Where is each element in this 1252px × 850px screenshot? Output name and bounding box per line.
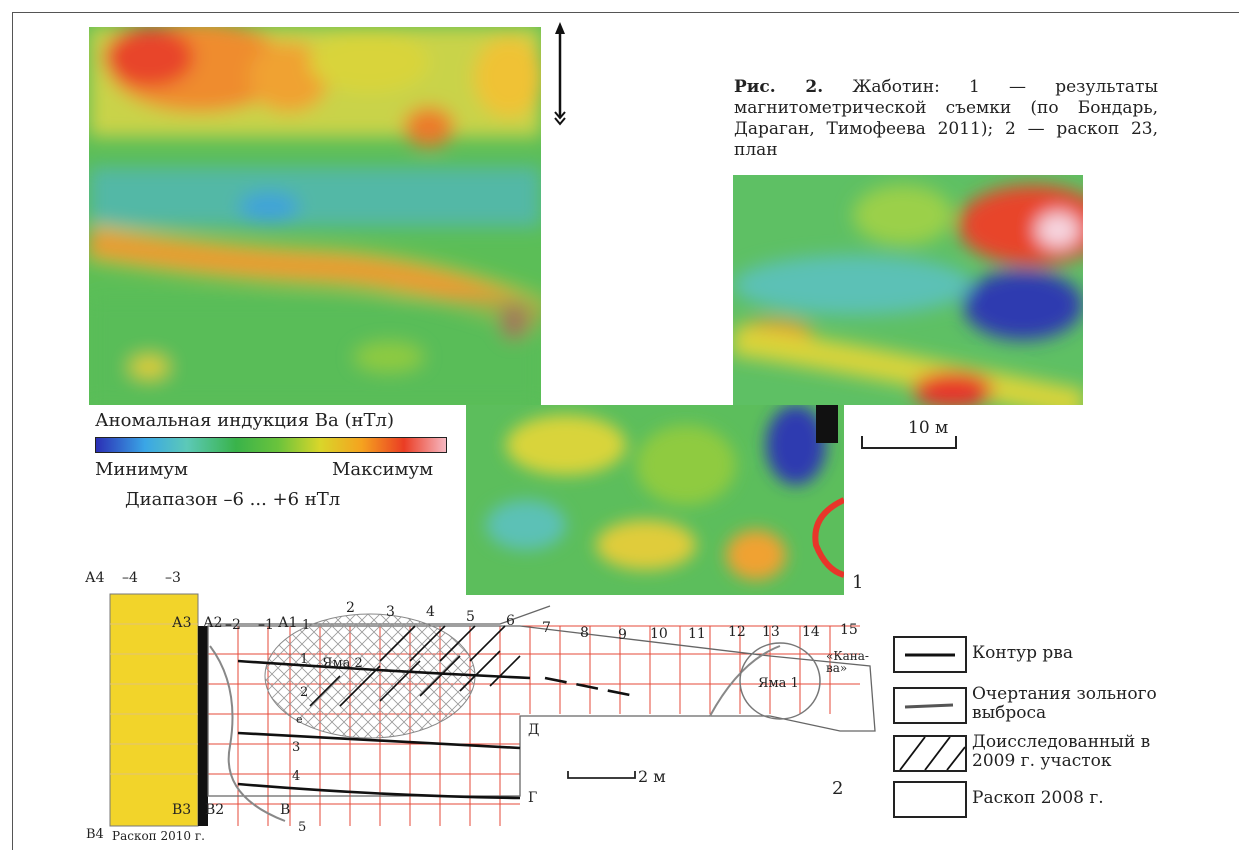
excavation-plan [109, 593, 876, 827]
plan-label-excavation-2010: Раскоп 2010 г. [112, 829, 205, 843]
black-wall [198, 626, 208, 826]
plan-left-col-1: –4 [122, 570, 138, 586]
plan-row-4: 4 [292, 769, 301, 784]
plan-col-4: 4 [426, 604, 435, 620]
plan-scale-label: 2 м [638, 767, 666, 786]
magnetometry-map-bottom [466, 405, 844, 595]
plan-label-g: Г [528, 790, 538, 806]
plan-label-e: е [296, 713, 303, 726]
key-label-ash: Очертания зольного выброса [972, 684, 1157, 723]
figure-caption: Рис. 2. Жаботин: 1 — результаты магнитом… [734, 77, 1158, 161]
plan-col-15: 15 [840, 622, 858, 638]
plan-west-col-2: –1 [258, 617, 274, 633]
key-box-2009 [893, 735, 967, 772]
plan-col-13: 13 [762, 624, 780, 640]
legend-min-label: Минимум [95, 459, 189, 480]
key-box-ditch [893, 636, 967, 673]
plan-label-a3: А3 [172, 615, 192, 631]
plan-row-1: 1 [300, 652, 309, 667]
plan-label-pit1: Яма 1 [758, 676, 799, 691]
plan-col-5: 5 [466, 609, 475, 625]
plan-row-2: 2 [300, 685, 309, 700]
plan-row-3: 3 [292, 740, 301, 755]
key-label-2008: Раскоп 2008 г. [972, 788, 1104, 808]
plan-label-pit2: Яма 2 [322, 656, 363, 671]
caption-text: Жаботин: 1 — результаты магнитометрическ… [734, 77, 1158, 160]
magnetometry-map-right [733, 175, 1083, 405]
key-label-ditch: Контур рва [972, 643, 1074, 663]
plan-col-11: 11 [688, 626, 706, 642]
excavation-2010-area [109, 593, 199, 827]
legend-color-bar [95, 437, 447, 453]
legend-range-label: Диапазон –6 ... +6 нТл [125, 489, 341, 510]
plan-col-9: 9 [618, 627, 627, 643]
key-box-2008 [893, 781, 967, 818]
plan-row-5: 5 [298, 820, 307, 835]
pit1-outline [739, 642, 821, 720]
legend-max-label: Максимум [332, 459, 434, 480]
scale-label-map: 10 м [908, 418, 949, 438]
plan-col-6: 6 [506, 613, 515, 629]
plan-label-a4: А4 [85, 570, 105, 586]
plan-col-3: 3 [386, 604, 395, 620]
plan-col-1: 1 [302, 618, 311, 633]
plan-label-b3: В3 [172, 802, 192, 818]
legend-title: Аномальная индукция Ba (нТл) [95, 410, 394, 431]
plan-left-col-2: –3 [165, 570, 181, 586]
plan-col-14: 14 [802, 624, 820, 640]
plan-label-kanava: «Кана-ва» [826, 649, 869, 675]
plan-col-10: 10 [650, 626, 668, 642]
plan-col-12: 12 [728, 624, 746, 640]
key-box-ash [893, 687, 967, 724]
caption-lead: Рис. 2. [734, 77, 824, 97]
plan-label-v: В [280, 802, 291, 818]
plan-label-d: Д [528, 722, 540, 738]
panel-number-1: 1 [852, 572, 864, 593]
scale-bar-map [861, 436, 957, 449]
key-label-2009: Доисследованный в 2009 г. участок [972, 732, 1151, 771]
plan-label-a1: А1 [278, 615, 298, 631]
panel-number-2: 2 [832, 778, 844, 799]
plan-label-a2: А2 [203, 615, 223, 631]
plan-label-b4: В4 [86, 827, 104, 842]
plan-col-2: 2 [346, 600, 355, 616]
north-arrow-icon [554, 22, 566, 126]
magnetometry-map-main [89, 27, 541, 405]
plan-west-col-1: –2 [225, 617, 241, 633]
plan-label-b2: В2 [205, 802, 225, 818]
plan-col-8: 8 [580, 625, 589, 641]
figure-frame [12, 12, 1239, 850]
plan-col-7: 7 [542, 620, 551, 636]
